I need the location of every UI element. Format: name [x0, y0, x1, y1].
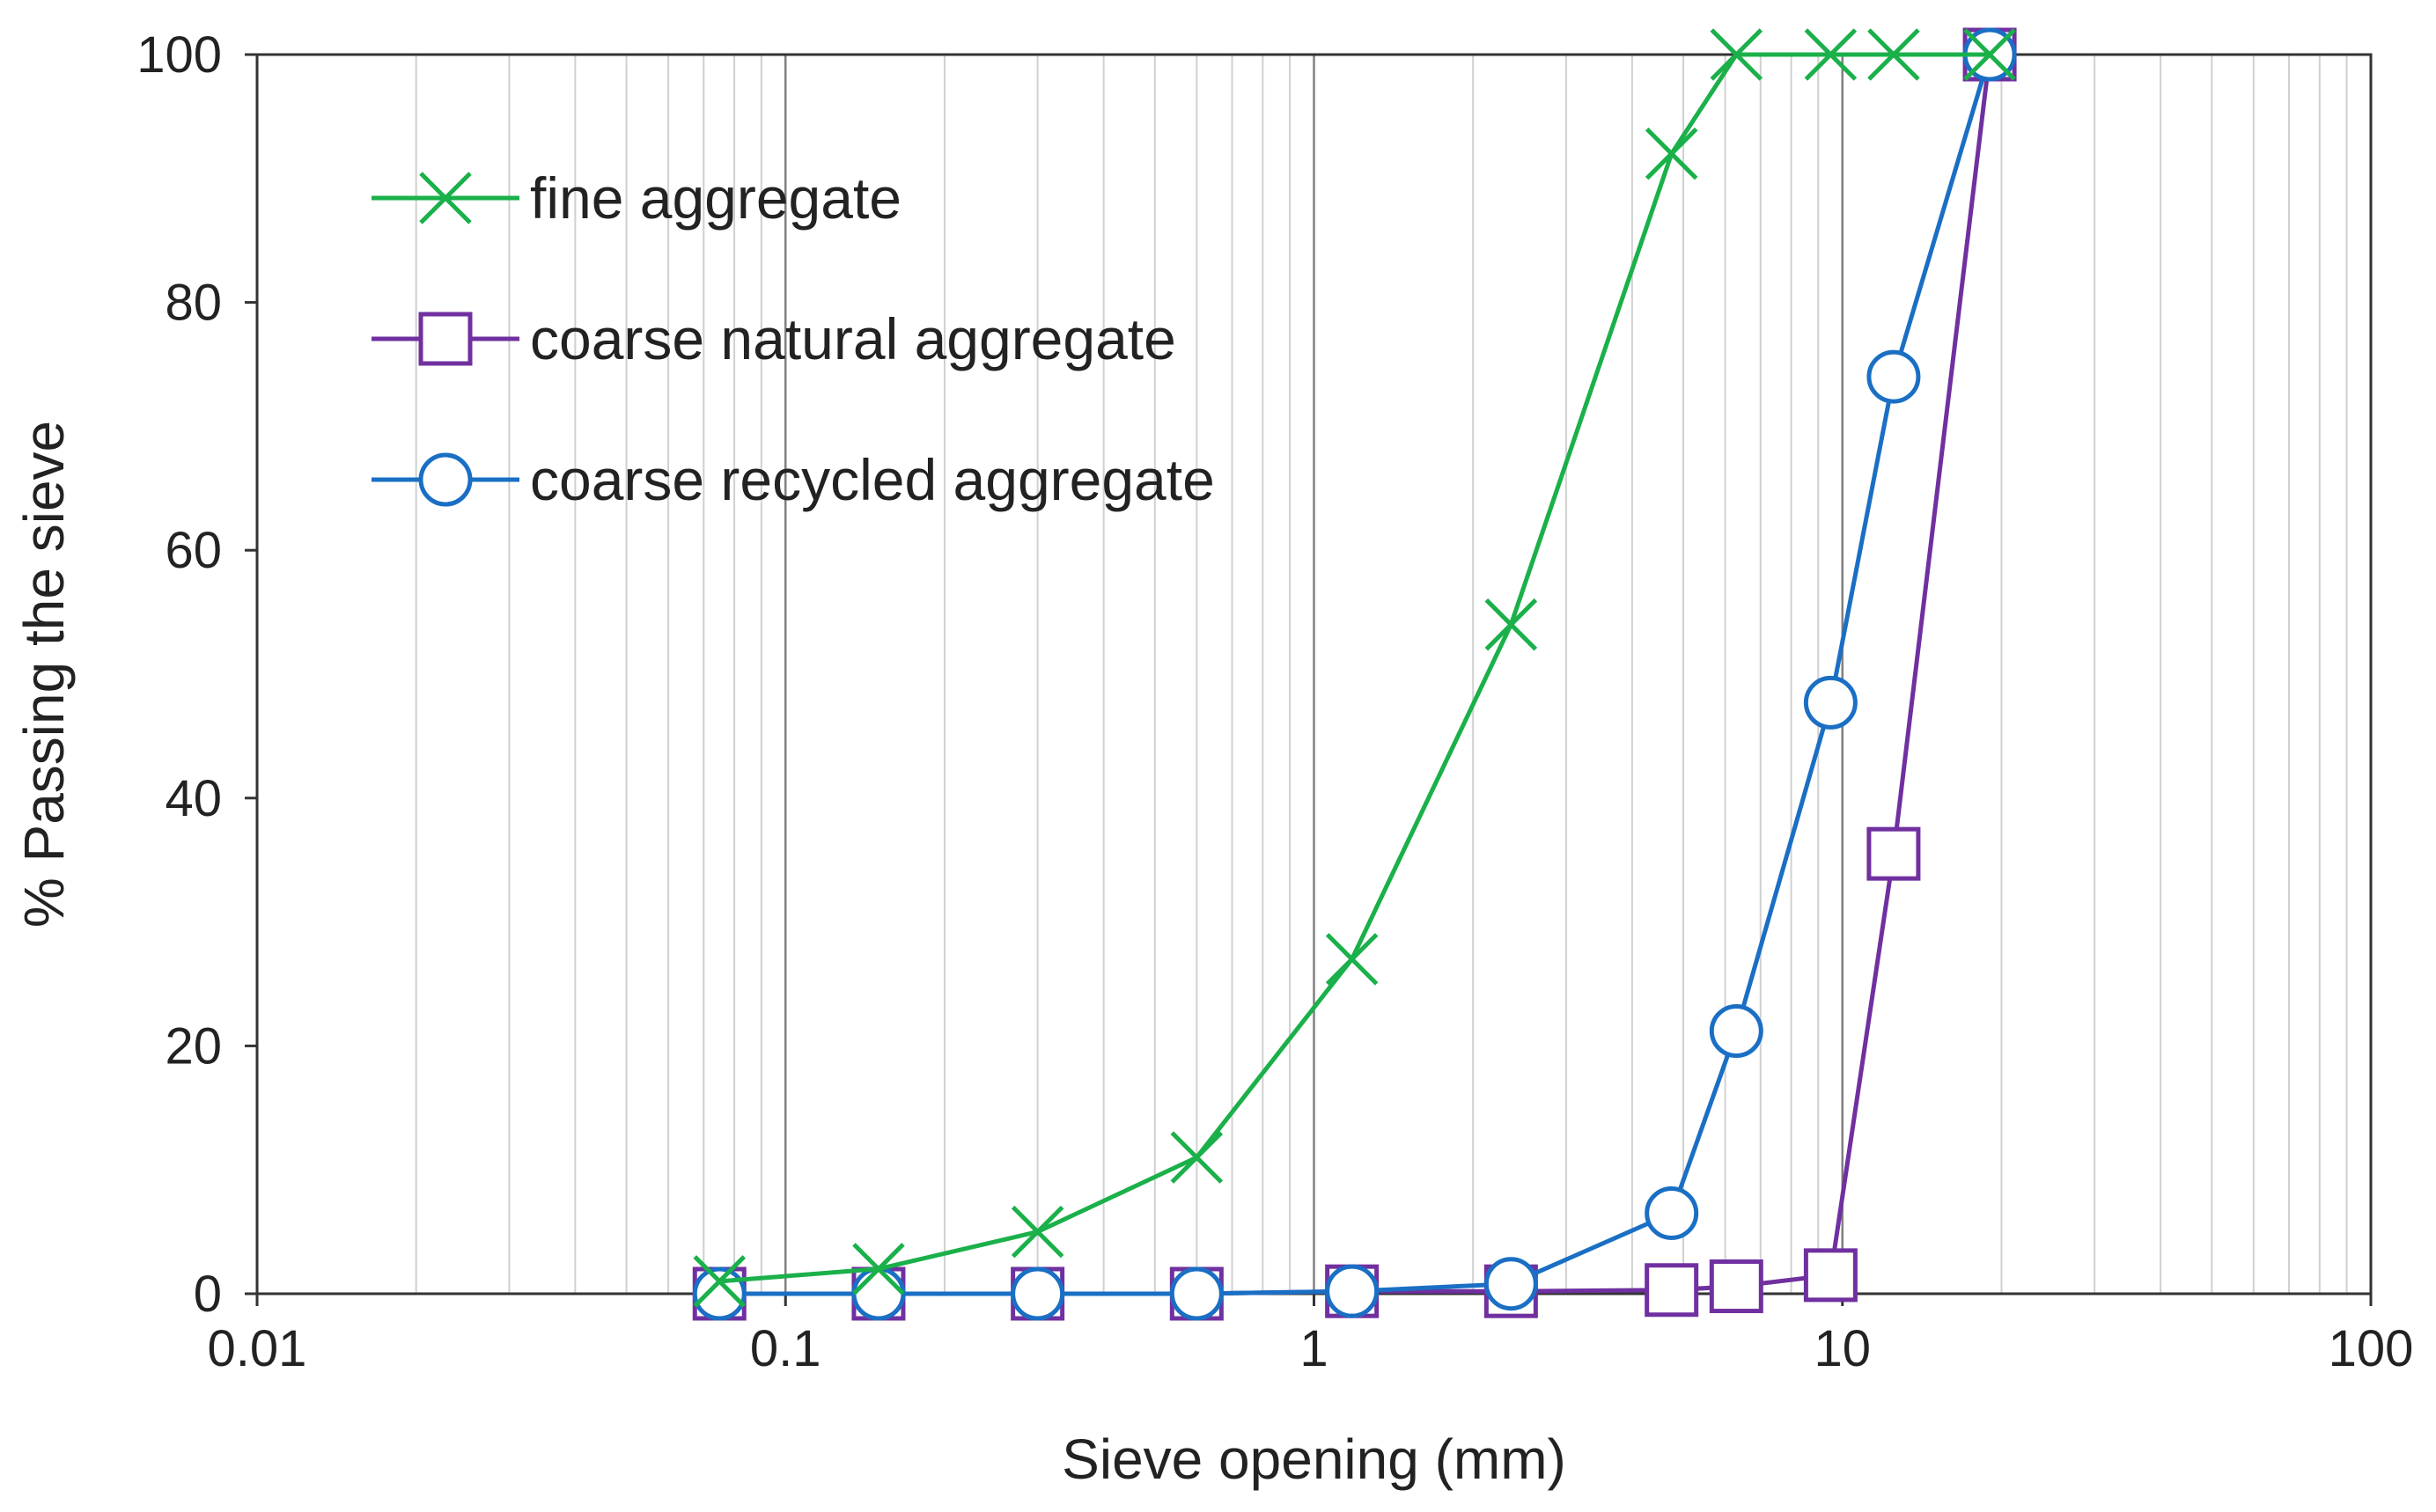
data-point [693, 1255, 747, 1308]
data-point [1011, 1266, 1065, 1321]
legend: fine aggregate coarse natural aggregate co… [372, 165, 1215, 512]
x-tick-label: 0.1 [750, 1320, 821, 1377]
data-point [1963, 28, 2016, 81]
data-point [1483, 1257, 1538, 1311]
data-point [692, 1266, 747, 1321]
data-point [1709, 1259, 1763, 1314]
grid-lines [415, 55, 2348, 1294]
data-point [1804, 28, 1858, 81]
series-line [719, 54, 1992, 1296]
legend-item: coarse recycled aggregate [372, 447, 1215, 512]
data-point [851, 1266, 906, 1321]
legend-marker [419, 172, 472, 224]
y-tick-label: 0 [194, 1266, 222, 1323]
series-coarse-recycled-aggregate [692, 27, 2017, 1321]
data-point [1803, 675, 1858, 730]
data-point [1866, 349, 1921, 404]
data-point [1325, 1264, 1380, 1318]
data-point [1645, 1263, 1699, 1317]
legend-label: fine aggregate [530, 165, 902, 231]
y-tick-label: 100 [136, 26, 222, 84]
data-point [1325, 933, 1379, 986]
data-point [1645, 1185, 1699, 1240]
data-point [1867, 28, 1920, 81]
data-point [1645, 127, 1698, 180]
legend-label: coarse recycled aggregate [530, 447, 1215, 512]
y-tick-label: 20 [165, 1017, 222, 1075]
series-line [719, 54, 1992, 1296]
data-point [1170, 1131, 1224, 1184]
legend-item: coarse natural aggregate [372, 306, 1176, 371]
series-fine-aggregate [693, 28, 2016, 1308]
data-point [1709, 1004, 1763, 1059]
x-axis-title: Sieve opening (mm) [1062, 1428, 1566, 1491]
legend-item: fine aggregate [372, 165, 902, 231]
data-series [692, 27, 2017, 1321]
data-point [852, 1243, 905, 1295]
y-tick-label: 40 [165, 770, 222, 827]
data-point [1803, 1248, 1858, 1303]
x-tick-label: 0.01 [208, 1320, 307, 1377]
y-tick-label: 60 [165, 522, 222, 579]
series-line [719, 52, 1991, 1284]
x-axis-tick-labels: 0.01 0.1 1 10 100 [208, 1294, 2414, 1377]
y-tick-label: 80 [165, 275, 222, 332]
legend-marker [418, 312, 473, 366]
data-point [1710, 28, 1763, 81]
y-axis-tick-labels: 0 20 40 60 80 100 [136, 26, 257, 1323]
data-point [1011, 1205, 1064, 1259]
x-tick-label: 100 [2329, 1320, 2414, 1377]
data-point [1484, 598, 1538, 651]
x-tick-label: 10 [1814, 1320, 1871, 1377]
data-point [1866, 826, 1921, 881]
legend-marker [418, 452, 473, 507]
data-point [1169, 1266, 1224, 1321]
y-axis-title: % Passing the sieve [12, 421, 76, 928]
legend-label: coarse natural aggregate [530, 306, 1176, 371]
x-tick-label: 1 [1299, 1320, 1328, 1377]
